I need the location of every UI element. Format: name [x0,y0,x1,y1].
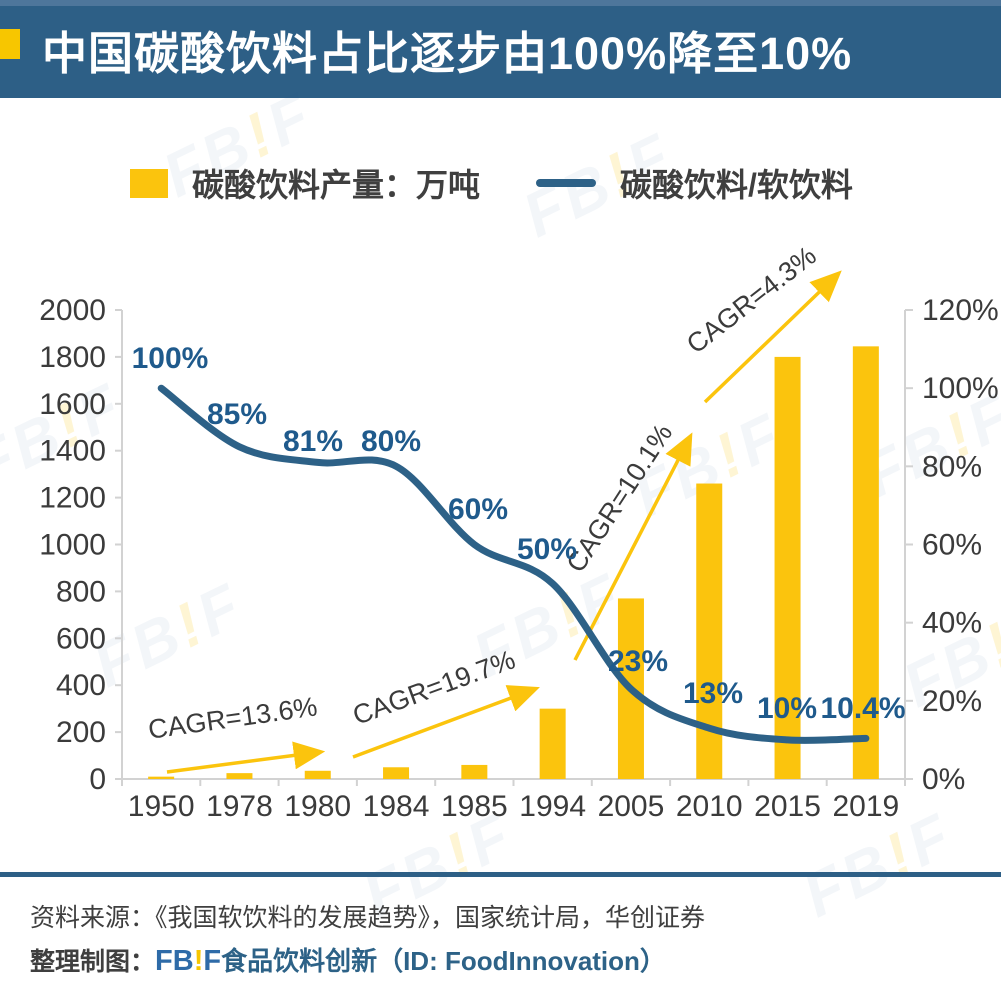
bar-1978 [226,773,253,779]
right-axis-tick-label: 60% [922,529,982,562]
bar-series-swatch-icon [130,168,168,198]
legend-label-production: 碳酸饮料产量：万吨 [192,167,481,203]
left-axis-tick-label: 400 [56,669,106,702]
source-text: 资料来源：《我国软饮料的发展趋势》，国家统计局，华创证券 [30,904,706,932]
title-bar: 中国碳酸饮料占比逐步由100%降至10% [0,0,1001,98]
ratio-point-label-1984: 80% [361,425,421,458]
footer-divider [0,872,1001,877]
left-axis-tick-label: 1200 [39,482,106,515]
credit-text: 整理制图：FB!F食品饮料创新（ID: FoodInnovation） [30,941,666,978]
x-axis-label-1994: 1994 [519,790,586,823]
left-axis-tick-label: 600 [56,622,106,655]
credit-suffix: 食品饮料创新（ID: FoodInnovation） [221,946,666,976]
left-axis-tick-label: 1000 [39,529,106,562]
bar-1984 [383,767,410,779]
left-axis-tick-label: 800 [56,575,106,608]
ratio-point-label-2005: 23% [608,645,668,678]
x-axis-label-1978: 1978 [206,790,273,823]
x-axis-label-1984: 1984 [363,790,430,823]
x-axis-label-1950: 1950 [128,790,195,823]
legend-item-ratio: 碳酸饮料/软饮料 [536,154,853,212]
left-axis-tick-label: 1400 [39,435,106,468]
ratio-point-label-1985: 60% [448,493,508,526]
bar-1985 [461,764,488,779]
cagr-label-4: CAGR=4.3% [681,240,822,359]
right-axis-tick-label: 20% [922,685,982,718]
page-title: 中国碳酸饮料占比逐步由100%降至10% [42,27,853,79]
legend-item-production: 碳酸饮料产量：万吨 [130,154,480,212]
cagr-label-3: CAGR=10.1% [560,418,678,577]
line-series-swatch-icon [536,179,596,187]
right-axis-tick-label: 0% [922,763,965,796]
left-axis-tick-label: 200 [56,716,106,749]
left-axis-tick-label: 1800 [39,341,106,374]
ratio-point-label-1950: 100% [132,342,209,375]
fbif-logo-fb: FB [155,945,194,977]
left-axis-tick-label: 0 [89,763,106,796]
bar-1950 [148,776,175,779]
cagr-label-2: CAGR=19.7% [349,644,519,730]
x-axis-label-2019: 2019 [832,790,899,823]
x-axis-label-1985: 1985 [441,790,508,823]
right-axis-tick-label: 80% [922,450,982,483]
combo-chart: 0 200 400 600 800 1000 1200 1400 1600 1800 2000 0% 2… [39,240,999,823]
bar-2019 [852,346,879,779]
bar-1994 [539,708,566,779]
cagr-arrow-1 [166,741,326,774]
ratio-point-label-1994: 50% [517,533,577,566]
x-axis-label-2005: 2005 [598,790,665,823]
bar-2010 [696,483,723,779]
title-accent-square [0,29,20,59]
credit-prefix: 整理制图： [30,948,156,976]
ratio-point-label-1978: 85% [207,398,267,431]
right-axis-tick-label: 120% [922,294,999,327]
ratio-point-label-2019: 10.4% [820,692,905,725]
legend-label-ratio: 碳酸饮料/软饮料 [620,167,853,203]
cagr-arrow-3 [573,432,693,661]
bar-2015 [774,356,801,779]
ratio-point-label-2010: 13% [683,677,743,710]
cagr-arrow-4 [703,270,842,404]
fbif-logo-f: F [203,945,222,977]
ratio-line [157,384,870,744]
x-axis-label-1980: 1980 [284,790,351,823]
x-axis-label-2015: 2015 [754,790,821,823]
left-axis-tick-label: 2000 [39,294,106,327]
fbif-logo-bang: ! [193,945,204,977]
cagr-arrow-2 [352,685,540,759]
left-axis-tick-label: 1600 [39,388,106,421]
ratio-point-label-1980: 81% [283,425,343,458]
ratio-point-label-2015: 10% [757,692,817,725]
x-axis-label-2010: 2010 [676,790,743,823]
right-axis-tick-label: 100% [922,372,999,405]
bar-1980 [304,770,331,779]
right-axis-tick-label: 40% [922,607,982,640]
cagr-label-1: CAGR=13.6% [146,691,319,744]
